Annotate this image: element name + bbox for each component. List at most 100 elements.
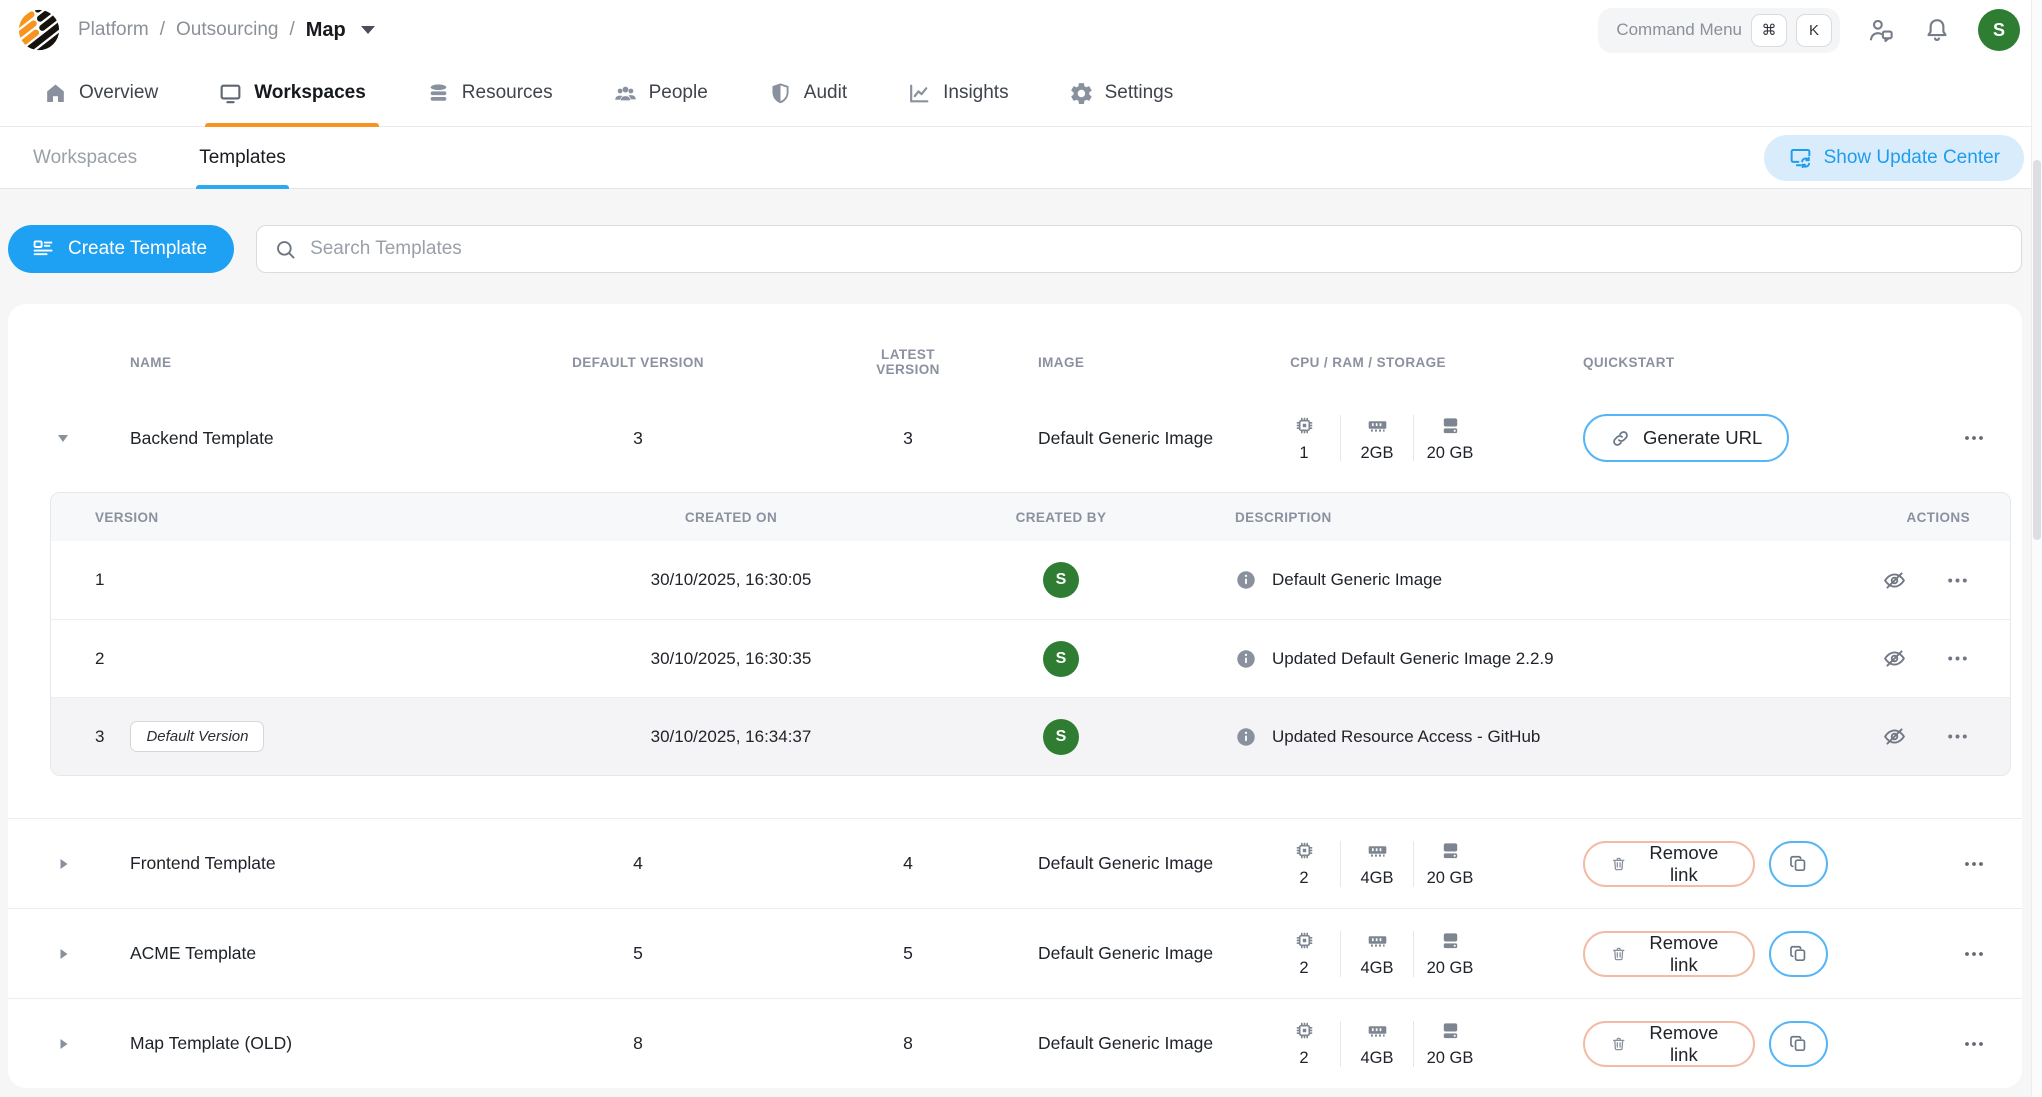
breadcrumb-caret-down-icon[interactable] bbox=[360, 26, 375, 34]
col-default-version: DEFAULT VERSION bbox=[572, 354, 704, 370]
row-menu-button[interactable] bbox=[1962, 942, 1986, 966]
ram-spec: 4GB bbox=[1341, 929, 1413, 978]
col-created-by: CREATED BY bbox=[1015, 509, 1107, 525]
cpu-spec: 1 bbox=[1268, 414, 1340, 463]
subtab-templates[interactable]: Templates bbox=[196, 127, 289, 189]
people-group-icon bbox=[614, 86, 636, 100]
hide-version-eye-off-icon[interactable] bbox=[1882, 646, 1907, 671]
default-version-value: 3 bbox=[633, 427, 643, 448]
show-update-center-button[interactable]: Show Update Center bbox=[1763, 134, 2024, 181]
created-by-avatar[interactable]: S bbox=[1043, 718, 1079, 755]
version-menu-button[interactable] bbox=[1945, 646, 1970, 671]
nav-tab-audit[interactable]: Audit bbox=[763, 60, 852, 126]
search-templates-input[interactable] bbox=[310, 238, 2004, 260]
info-icon[interactable] bbox=[1235, 726, 1257, 748]
remove-link-button[interactable]: Remove link bbox=[1583, 840, 1756, 887]
version-number: 2 bbox=[95, 648, 105, 668]
search-box bbox=[256, 225, 2022, 273]
storage-drive-icon bbox=[1443, 843, 1457, 859]
version-row-1: 1 30/10/2025, 16:30:05 S Default Generic… bbox=[51, 541, 2010, 619]
col-latest-version: LATEST VERSION bbox=[876, 347, 940, 377]
created-on-value: 30/10/2025, 16:30:05 bbox=[650, 570, 812, 589]
template-row-frontend: Frontend Template 4 4 Default Generic Im… bbox=[8, 818, 2022, 908]
breadcrumb-section[interactable]: Outsourcing bbox=[176, 19, 279, 40]
hide-version-eye-off-icon[interactable] bbox=[1882, 724, 1907, 749]
cmd-key: ⌘ bbox=[1751, 13, 1787, 47]
templates-table-header: NAME DEFAULT VERSION LATEST VERSION IMAG… bbox=[8, 334, 2022, 390]
versions-header: VERSION CREATED ON CREATED BY DESCRIPTIO… bbox=[51, 493, 2010, 541]
row-menu-button[interactable] bbox=[1962, 1032, 1986, 1056]
generate-url-button[interactable]: Generate URL bbox=[1583, 414, 1790, 462]
template-name: Backend Template bbox=[130, 427, 274, 448]
nav-tab-label: Audit bbox=[803, 82, 848, 103]
command-menu-label: Command Menu bbox=[1616, 20, 1742, 39]
page-scrollbar[interactable] bbox=[2031, 0, 2042, 1097]
col-image: IMAGE bbox=[1038, 354, 1085, 370]
remove-link-button[interactable]: Remove link bbox=[1583, 930, 1756, 977]
breadcrumb-root[interactable]: Platform bbox=[78, 19, 149, 40]
ram-spec: 4GB bbox=[1341, 839, 1413, 888]
info-icon[interactable] bbox=[1235, 648, 1257, 670]
nav-tab-resources[interactable]: Resources bbox=[421, 60, 558, 126]
storage-drive-icon bbox=[1443, 417, 1457, 433]
row-menu-button[interactable] bbox=[1962, 852, 1986, 876]
image-value: Default Generic Image bbox=[1038, 1033, 1214, 1053]
nav-tab-label: Insights bbox=[943, 82, 1009, 103]
k-key: K bbox=[1796, 13, 1832, 47]
notifications-bell-icon[interactable] bbox=[1922, 15, 1952, 45]
nav-tab-overview[interactable]: Overview bbox=[38, 60, 163, 126]
duplicate-template-button[interactable] bbox=[1769, 1020, 1828, 1067]
ellipsis-icon bbox=[1948, 734, 1967, 739]
expand-caret-right-icon[interactable] bbox=[8, 857, 118, 871]
ram-icon bbox=[1368, 420, 1386, 432]
default-version-value: 4 bbox=[633, 853, 643, 873]
breadcrumb-current[interactable]: Map bbox=[305, 18, 346, 41]
create-template-button[interactable]: Create Template bbox=[8, 225, 235, 273]
col-created-on: CREATED ON bbox=[684, 509, 778, 525]
line-chart-icon bbox=[910, 84, 929, 102]
ram-icon bbox=[1368, 846, 1386, 857]
created-by-avatar[interactable]: S bbox=[1043, 640, 1079, 677]
created-by-avatar[interactable]: S bbox=[1043, 562, 1079, 598]
resources-group: 1 2GB 20 GB bbox=[1228, 414, 1508, 463]
version-menu-button[interactable] bbox=[1945, 568, 1970, 593]
trash-icon bbox=[1612, 947, 1625, 960]
remove-link-label: Remove link bbox=[1649, 931, 1719, 975]
gear-icon bbox=[1070, 82, 1092, 104]
hide-version-eye-off-icon[interactable] bbox=[1882, 568, 1907, 593]
latest-version-value: 8 bbox=[903, 1033, 913, 1053]
support-chat-icon[interactable] bbox=[1866, 15, 1896, 45]
resources-group: 2 4GB 20 GB bbox=[1228, 839, 1508, 888]
default-version-badge: Default Version bbox=[130, 721, 265, 752]
created-on-value: 30/10/2025, 16:30:35 bbox=[650, 648, 812, 668]
nav-tab-insights[interactable]: Insights bbox=[902, 60, 1013, 126]
ellipsis-icon bbox=[1965, 861, 1983, 866]
image-value: Default Generic Image bbox=[1038, 943, 1214, 963]
command-menu-button[interactable]: Command Menu ⌘ K bbox=[1598, 7, 1840, 53]
versions-subtable: VERSION CREATED ON CREATED BY DESCRIPTIO… bbox=[50, 492, 2011, 776]
version-menu-button[interactable] bbox=[1945, 724, 1970, 749]
nav-tab-workspaces[interactable]: Workspaces bbox=[205, 60, 379, 127]
scrollbar-thumb[interactable] bbox=[2033, 160, 2041, 540]
subtab-workspaces[interactable]: Workspaces bbox=[30, 127, 140, 188]
collapse-caret-down-icon[interactable] bbox=[8, 431, 118, 445]
nav-tab-people[interactable]: People bbox=[608, 60, 713, 126]
info-icon[interactable] bbox=[1235, 569, 1257, 591]
expand-caret-right-icon[interactable] bbox=[8, 1037, 118, 1051]
resources-group: 2 4GB 20 GB bbox=[1228, 1019, 1508, 1068]
row-menu-button[interactable] bbox=[1962, 426, 1986, 450]
nav-tab-label: Workspaces bbox=[254, 82, 366, 103]
user-avatar[interactable]: S bbox=[1978, 9, 2020, 51]
duplicate-template-button[interactable] bbox=[1769, 930, 1828, 977]
ellipsis-icon bbox=[1965, 951, 1983, 956]
expand-caret-right-icon[interactable] bbox=[8, 947, 118, 961]
generate-url-label: Generate URL bbox=[1643, 427, 1763, 448]
nav-tab-settings[interactable]: Settings bbox=[1064, 60, 1179, 126]
remove-link-button[interactable]: Remove link bbox=[1583, 1020, 1756, 1067]
duplicate-template-button[interactable] bbox=[1769, 840, 1828, 887]
cpu-chip-icon bbox=[1296, 417, 1312, 433]
ram-icon bbox=[1368, 936, 1386, 947]
database-icon bbox=[430, 83, 447, 101]
created-on-value: 30/10/2025, 16:34:37 bbox=[650, 726, 812, 746]
storage-value: 20 GB bbox=[1426, 1049, 1474, 1067]
